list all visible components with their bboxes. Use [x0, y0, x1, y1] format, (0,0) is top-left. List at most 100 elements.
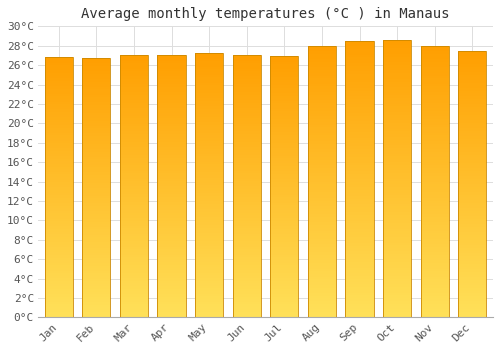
Bar [232, 116, 261, 118]
Bar [195, 246, 224, 249]
Bar [383, 168, 412, 170]
Bar [346, 207, 374, 210]
Bar [458, 107, 486, 109]
Bar [270, 140, 298, 142]
Bar [346, 66, 374, 69]
Bar [195, 249, 224, 252]
Bar [120, 158, 148, 160]
Bar [458, 256, 486, 259]
Bar [420, 168, 449, 171]
Bar [158, 254, 186, 257]
Bar [232, 92, 261, 95]
Bar [383, 237, 412, 240]
Bar [44, 169, 73, 172]
Bar [308, 214, 336, 217]
Bar [270, 122, 298, 124]
Bar [232, 215, 261, 218]
Bar [420, 299, 449, 301]
Bar [44, 130, 73, 133]
Bar [232, 55, 261, 58]
Bar [458, 187, 486, 189]
Bar [458, 208, 486, 211]
Bar [158, 145, 186, 147]
Bar [120, 218, 148, 220]
Bar [158, 304, 186, 307]
Bar [270, 80, 298, 83]
Bar [308, 312, 336, 315]
Bar [383, 184, 412, 187]
Bar [270, 156, 298, 158]
Bar [232, 176, 261, 178]
Bar [270, 69, 298, 72]
Bar [308, 195, 336, 198]
Bar [195, 259, 224, 262]
Bar [195, 267, 224, 270]
Bar [195, 291, 224, 294]
Bar [120, 145, 148, 147]
Bar [420, 293, 449, 296]
Bar [420, 165, 449, 168]
Bar [270, 292, 298, 294]
Bar [346, 149, 374, 152]
Bar [195, 265, 224, 267]
Bar [82, 224, 110, 227]
Bar [420, 301, 449, 304]
Bar [420, 252, 449, 255]
Bar [383, 173, 412, 176]
Bar [383, 104, 412, 106]
Bar [270, 163, 298, 166]
Bar [232, 265, 261, 268]
Bar [308, 86, 336, 89]
Bar [383, 290, 412, 293]
Bar [232, 90, 261, 92]
Bar [346, 298, 374, 301]
Bar [195, 106, 224, 109]
Bar [308, 288, 336, 290]
Bar [420, 157, 449, 160]
Bar [232, 171, 261, 173]
Bar [232, 302, 261, 304]
Bar [120, 281, 148, 284]
Bar [420, 266, 449, 268]
Bar [308, 125, 336, 127]
Bar [346, 240, 374, 243]
Bar [120, 87, 148, 90]
Bar [458, 160, 486, 163]
Bar [383, 303, 412, 306]
Bar [158, 61, 186, 63]
Bar [195, 294, 224, 296]
Bar [346, 243, 374, 246]
Bar [158, 262, 186, 265]
Bar [195, 61, 224, 64]
Bar [346, 226, 374, 229]
Bar [195, 177, 224, 180]
Bar [158, 273, 186, 275]
Bar [383, 231, 412, 234]
Bar [232, 281, 261, 284]
Bar [458, 163, 486, 165]
Bar [420, 92, 449, 94]
Bar [158, 55, 186, 58]
Bar [82, 58, 110, 317]
Bar [195, 151, 224, 154]
Bar [195, 310, 224, 312]
Bar [308, 54, 336, 57]
Bar [158, 76, 186, 79]
Bar [44, 112, 73, 114]
Bar [458, 197, 486, 200]
Bar [346, 60, 374, 63]
Bar [120, 100, 148, 103]
Bar [308, 57, 336, 59]
Bar [346, 165, 374, 168]
Bar [420, 209, 449, 211]
Bar [232, 294, 261, 296]
Bar [158, 69, 186, 71]
Bar [346, 49, 374, 52]
Bar [346, 168, 374, 171]
Bar [458, 264, 486, 267]
Bar [346, 301, 374, 304]
Bar [44, 198, 73, 201]
Bar [195, 223, 224, 225]
Bar [44, 268, 73, 271]
Bar [82, 167, 110, 170]
